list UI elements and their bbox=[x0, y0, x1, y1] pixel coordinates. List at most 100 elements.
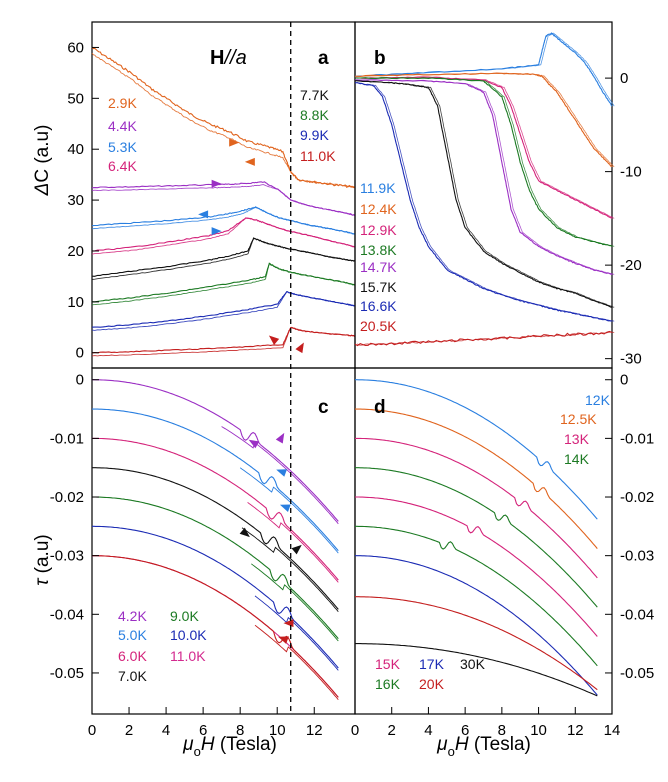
series-sweep-a-6.4K bbox=[91, 217, 356, 255]
series-line-d-16K bbox=[355, 525, 598, 667]
series-line-d-12.5K bbox=[355, 408, 598, 549]
series-line-a-11.0K bbox=[91, 326, 356, 354]
legend-d-item: 15K bbox=[375, 656, 401, 672]
y-axis-title-c-rest: (a.u) bbox=[32, 534, 53, 578]
hysteresis-arrow bbox=[278, 636, 289, 644]
series-line-c-4.2K bbox=[92, 379, 339, 522]
series-sweep-b-20.5K bbox=[357, 331, 615, 346]
legend-a-item: 7.7K bbox=[300, 87, 329, 103]
panel-d-xtick-label: 12 bbox=[567, 722, 584, 739]
x-axis-title-d-rest: (Tesla) bbox=[469, 734, 531, 755]
panel-letter-c: c bbox=[318, 397, 329, 418]
legend-b-item: 12.4K bbox=[360, 201, 397, 217]
panel-d-ytick-label: -0.05 bbox=[620, 665, 654, 682]
series-line-d-20K bbox=[355, 596, 598, 691]
hysteresis-arrow bbox=[268, 335, 280, 346]
x-axis-title-d-H: H bbox=[455, 734, 469, 755]
hysteresis-arrow bbox=[291, 544, 302, 555]
series-line-a-9.9K bbox=[91, 291, 356, 328]
panel-d-xtick-label: 14 bbox=[604, 722, 621, 739]
panel-b-ytick-label: -10 bbox=[620, 164, 642, 181]
panel-d-xtick-label: 4 bbox=[424, 722, 432, 739]
panel-c-xtick-label: 2 bbox=[125, 722, 133, 739]
legend-a-item: 5.3K bbox=[108, 139, 137, 155]
legend-b-item: 13.8K bbox=[360, 242, 397, 258]
panel-c-xtick-label: 12 bbox=[306, 722, 323, 739]
panel-c-ytick-label: -0.02 bbox=[50, 489, 84, 506]
legend-d-item: 17K bbox=[419, 656, 445, 672]
x-axis-title-c: μoH (Tesla) bbox=[182, 734, 277, 759]
panel-letter-b: b bbox=[374, 48, 386, 69]
panel-a: 0 10 20 30 40 50 60 bbox=[67, 21, 356, 369]
hysteresis-arrow bbox=[229, 138, 240, 147]
series-line-d-15K bbox=[355, 496, 598, 637]
legend-d-item: 30K bbox=[460, 656, 486, 672]
legend-b-item: 15.7K bbox=[360, 279, 397, 295]
series-line-a-7.7K bbox=[91, 237, 356, 277]
panel-a-ytick-label: 40 bbox=[67, 141, 84, 158]
legend-b-item: 20.5K bbox=[360, 318, 397, 334]
hysteresis-arrow bbox=[239, 527, 250, 538]
panel-d-ytick-label: -0.02 bbox=[620, 489, 654, 506]
panel-c-ytick-label: -0.03 bbox=[50, 548, 84, 565]
legend-a-item: 9.9K bbox=[300, 127, 329, 143]
legend-c-item: 4.2K bbox=[118, 608, 147, 624]
panel-a-ytick-label: 0 bbox=[76, 345, 84, 362]
hysteresis-arrow bbox=[244, 157, 255, 166]
legend-a-item: 11.0K bbox=[300, 148, 336, 164]
series-line-c-5.0K bbox=[92, 408, 339, 552]
hysteresis-arrow bbox=[276, 469, 288, 477]
series-line-a-4.4K bbox=[91, 181, 356, 216]
series-line-b-12.9K bbox=[354, 76, 613, 219]
panel-d-xtick-label: 2 bbox=[388, 722, 396, 739]
legend-a-item: 4.4K bbox=[108, 118, 137, 134]
panel-a-ytick-label: 60 bbox=[67, 39, 84, 56]
legend-b-item: 16.6K bbox=[360, 298, 397, 314]
series-sweep-a-5.3K bbox=[91, 206, 356, 235]
legend-d-item: 13K bbox=[564, 431, 590, 447]
field-direction-label: H//a bbox=[210, 47, 247, 69]
legend-a: 2.9K 4.4K 5.3K 6.4K 7.7K 8.8K 9.9K 11.0K bbox=[108, 87, 336, 174]
panel-d-ytick-label: 0 bbox=[620, 372, 628, 389]
series-sweep-b-15.7K bbox=[357, 80, 615, 308]
x-axis-title-c-sub: o bbox=[194, 744, 201, 759]
hysteresis-arrow bbox=[279, 504, 291, 512]
series-sweep-c-4.2K bbox=[221, 426, 339, 525]
panel-b-ytick-label: -20 bbox=[620, 257, 642, 274]
series-line-b-11.9K bbox=[354, 32, 613, 107]
series-sweep-a-11.0K bbox=[91, 327, 355, 357]
hysteresis-arrow bbox=[211, 227, 222, 236]
hysteresis-arrow bbox=[248, 439, 260, 449]
panel-d-ytick-label: -0.03 bbox=[620, 548, 654, 565]
series-line-c-7.0K bbox=[92, 467, 339, 610]
series-sweep-a-7.7K bbox=[91, 238, 356, 280]
series-sweep-b-12.4K bbox=[357, 72, 615, 168]
series-sweep-b-16.6K bbox=[357, 82, 615, 322]
panel-d-xtick-label: 8 bbox=[498, 722, 506, 739]
field-direction-italic: //a bbox=[222, 47, 246, 69]
panel-a-ytick-label: 50 bbox=[67, 90, 84, 107]
legend-c-item: 7.0K bbox=[118, 668, 147, 684]
y-axis-title-a: ΔC (a.u) bbox=[32, 125, 53, 197]
legend-c: 4.2K 5.0K 6.0K 7.0K 9.0K 10.0K 11.0K bbox=[118, 608, 207, 684]
panel-c-xtick-label: 0 bbox=[88, 722, 96, 739]
panel-d-xtick-label: 10 bbox=[530, 722, 547, 739]
series-sweep-c-6.0K bbox=[247, 502, 339, 583]
panel-d-ytick-label: -0.04 bbox=[620, 606, 654, 623]
series-line-d-13K bbox=[355, 437, 598, 579]
legend-a-item: 2.9K bbox=[108, 95, 137, 111]
legend-d-item: 12.5K bbox=[560, 411, 597, 427]
series-line-a-5.3K bbox=[91, 206, 356, 235]
series-sweep-c-5.0K bbox=[239, 467, 339, 554]
panel-c-ytick-label: -0.05 bbox=[50, 665, 84, 682]
hysteresis-arrow bbox=[275, 432, 285, 444]
legend-b: 11.9K 12.4K 12.9K 13.8K 14.7K 15.7K 16.6… bbox=[360, 180, 397, 334]
series-line-b-12.4K bbox=[354, 72, 613, 168]
series-sweep-a-8.8K bbox=[91, 263, 356, 306]
legend-b-item: 11.9K bbox=[360, 180, 396, 196]
legend-c-item: 9.0K bbox=[170, 608, 199, 624]
panel-d-xtick-label: 6 bbox=[461, 722, 469, 739]
series-sweep-a-9.9K bbox=[91, 290, 356, 331]
y-axis-title-c-tau: τ bbox=[32, 577, 53, 586]
